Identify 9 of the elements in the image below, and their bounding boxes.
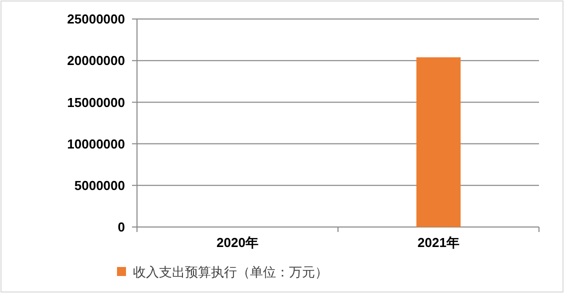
y-tick-label: 15000000 [67,94,125,110]
x-tick-label: 2020年 [216,235,258,250]
y-tick-label: 5000000 [74,178,125,193]
y-tick-label: 20000000 [67,53,125,68]
y-tick-label: 10000000 [67,136,125,152]
y-tick-label: 25000000 [67,12,125,27]
legend-label: 收入支出预算执行（单位：万元） [133,264,328,280]
x-tick-label: 2021年 [418,235,460,250]
y-tick-label: 0 [118,220,125,235]
